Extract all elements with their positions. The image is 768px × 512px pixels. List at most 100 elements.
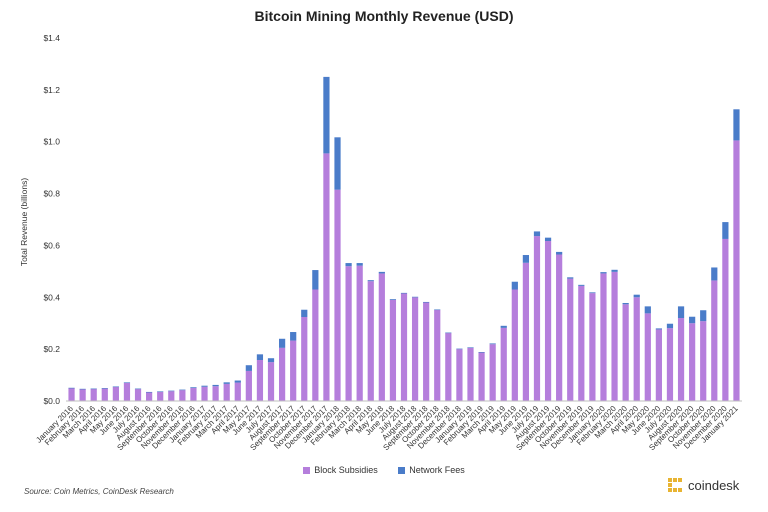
bar-block-subsidies bbox=[722, 238, 729, 401]
bar-network-fees bbox=[700, 310, 707, 322]
bar-network-fees bbox=[378, 271, 385, 274]
bar-block-subsidies bbox=[456, 349, 463, 401]
bar-block-subsidies bbox=[279, 347, 286, 401]
logo-dot bbox=[668, 483, 672, 487]
bar-network-fees bbox=[478, 352, 485, 353]
bar-block-subsidies bbox=[79, 389, 86, 401]
bar-block-subsidies bbox=[312, 289, 319, 401]
bar-network-fees bbox=[511, 281, 518, 290]
bar-block-subsidies bbox=[356, 265, 363, 401]
bar-block-subsidies bbox=[622, 304, 629, 401]
bar-block-subsidies bbox=[301, 316, 308, 401]
bar-block-subsidies bbox=[245, 370, 252, 401]
bar-block-subsidies bbox=[234, 382, 241, 401]
bar-network-fees bbox=[323, 76, 330, 154]
bar-network-fees bbox=[267, 358, 275, 363]
bar-network-fees bbox=[434, 309, 441, 311]
bar-block-subsidies bbox=[689, 323, 696, 401]
bar-block-subsidies bbox=[500, 327, 507, 401]
bar-block-subsidies bbox=[522, 262, 530, 401]
bar-block-subsidies bbox=[101, 388, 108, 401]
bar-block-subsidies bbox=[267, 362, 275, 401]
bar-network-fees bbox=[456, 348, 463, 350]
bar-block-subsidies bbox=[467, 347, 474, 401]
bars bbox=[68, 76, 740, 402]
legend-swatch-block-subsidies bbox=[303, 466, 311, 474]
bar-network-fees bbox=[644, 306, 651, 314]
bar-block-subsidies bbox=[478, 352, 485, 401]
coindesk-logo: coindesk bbox=[667, 477, 739, 493]
bar-network-fees bbox=[345, 263, 352, 267]
logo-dot bbox=[678, 478, 682, 482]
bar-block-subsidies bbox=[666, 328, 674, 401]
bar-network-fees bbox=[400, 292, 408, 294]
legend-label-block-subsidies: Block Subsidies bbox=[314, 465, 378, 475]
bar-block-subsidies bbox=[123, 382, 131, 401]
bar-block-subsidies bbox=[68, 388, 75, 401]
bar-block-subsidies bbox=[146, 392, 153, 401]
bar-network-fees bbox=[489, 343, 496, 345]
bar-network-fees bbox=[389, 299, 397, 300]
bar-network-fees bbox=[234, 380, 241, 383]
bar-network-fees bbox=[589, 292, 596, 294]
bar-network-fees bbox=[168, 390, 175, 392]
y-tick-label: $0.2 bbox=[43, 344, 60, 354]
bar-network-fees bbox=[312, 270, 319, 290]
bar-network-fees bbox=[655, 328, 662, 330]
bar-network-fees bbox=[301, 309, 308, 317]
bar-block-subsidies bbox=[190, 388, 197, 401]
bar-block-subsidies bbox=[201, 386, 208, 401]
bar-block-subsidies bbox=[90, 388, 97, 401]
bar-network-fees bbox=[146, 391, 153, 393]
bar-network-fees bbox=[467, 347, 474, 348]
bar-block-subsidies bbox=[290, 340, 297, 401]
bar-network-fees bbox=[544, 237, 552, 242]
bar-block-subsidies bbox=[323, 153, 330, 401]
bar-network-fees bbox=[677, 306, 685, 319]
legend-item-block-subsidies: Block Subsidies bbox=[303, 465, 378, 475]
bar-block-subsidies bbox=[633, 297, 640, 401]
bar-block-subsidies bbox=[700, 321, 707, 401]
bar-network-fees bbox=[556, 251, 563, 255]
bar-network-fees bbox=[567, 277, 574, 279]
bar-block-subsidies bbox=[367, 281, 374, 401]
bar-block-subsidies bbox=[655, 329, 662, 401]
bar-network-fees bbox=[711, 267, 718, 281]
chart-title: Bitcoin Mining Monthly Revenue (USD) bbox=[254, 8, 514, 24]
y-tick-label: $0.0 bbox=[43, 396, 60, 406]
bar-network-fees bbox=[367, 280, 374, 282]
bar-network-fees bbox=[90, 388, 97, 390]
bar-block-subsidies bbox=[489, 344, 496, 401]
bar-block-subsidies bbox=[256, 360, 264, 401]
bar-block-subsidies bbox=[733, 140, 740, 402]
bar-block-subsidies bbox=[168, 391, 175, 401]
bar-block-subsidies bbox=[544, 241, 552, 401]
bar-network-fees bbox=[123, 382, 131, 383]
bar-block-subsidies bbox=[711, 280, 718, 401]
bar-block-subsidies bbox=[112, 387, 119, 401]
y-tick-label: $0.4 bbox=[43, 292, 60, 302]
bar-network-fees bbox=[533, 231, 541, 237]
bar-block-subsidies bbox=[157, 391, 164, 401]
logo-dot bbox=[668, 488, 672, 492]
bar-block-subsidies bbox=[600, 273, 607, 401]
bar-network-fees bbox=[423, 301, 430, 303]
bar-block-subsidies bbox=[434, 309, 441, 401]
bar-network-fees bbox=[689, 316, 696, 324]
bar-network-fees bbox=[500, 325, 507, 328]
bar-block-subsidies bbox=[567, 278, 574, 401]
bar-block-subsidies bbox=[378, 273, 385, 401]
y-tick-label: $1.2 bbox=[43, 85, 60, 95]
logo-dot bbox=[678, 488, 682, 492]
bar-block-subsidies bbox=[445, 333, 452, 401]
bar-network-fees bbox=[157, 391, 164, 393]
source-note: Source: Coin Metrics, CoinDesk Research bbox=[24, 487, 174, 496]
bar-network-fees bbox=[411, 296, 419, 298]
bar-block-subsidies bbox=[578, 285, 585, 401]
bar-network-fees bbox=[733, 109, 740, 141]
bar-network-fees bbox=[356, 263, 363, 266]
logo-dot bbox=[673, 488, 677, 492]
legend: Block Subsidies Network Fees bbox=[0, 465, 768, 476]
coindesk-logo-text: coindesk bbox=[688, 477, 740, 493]
